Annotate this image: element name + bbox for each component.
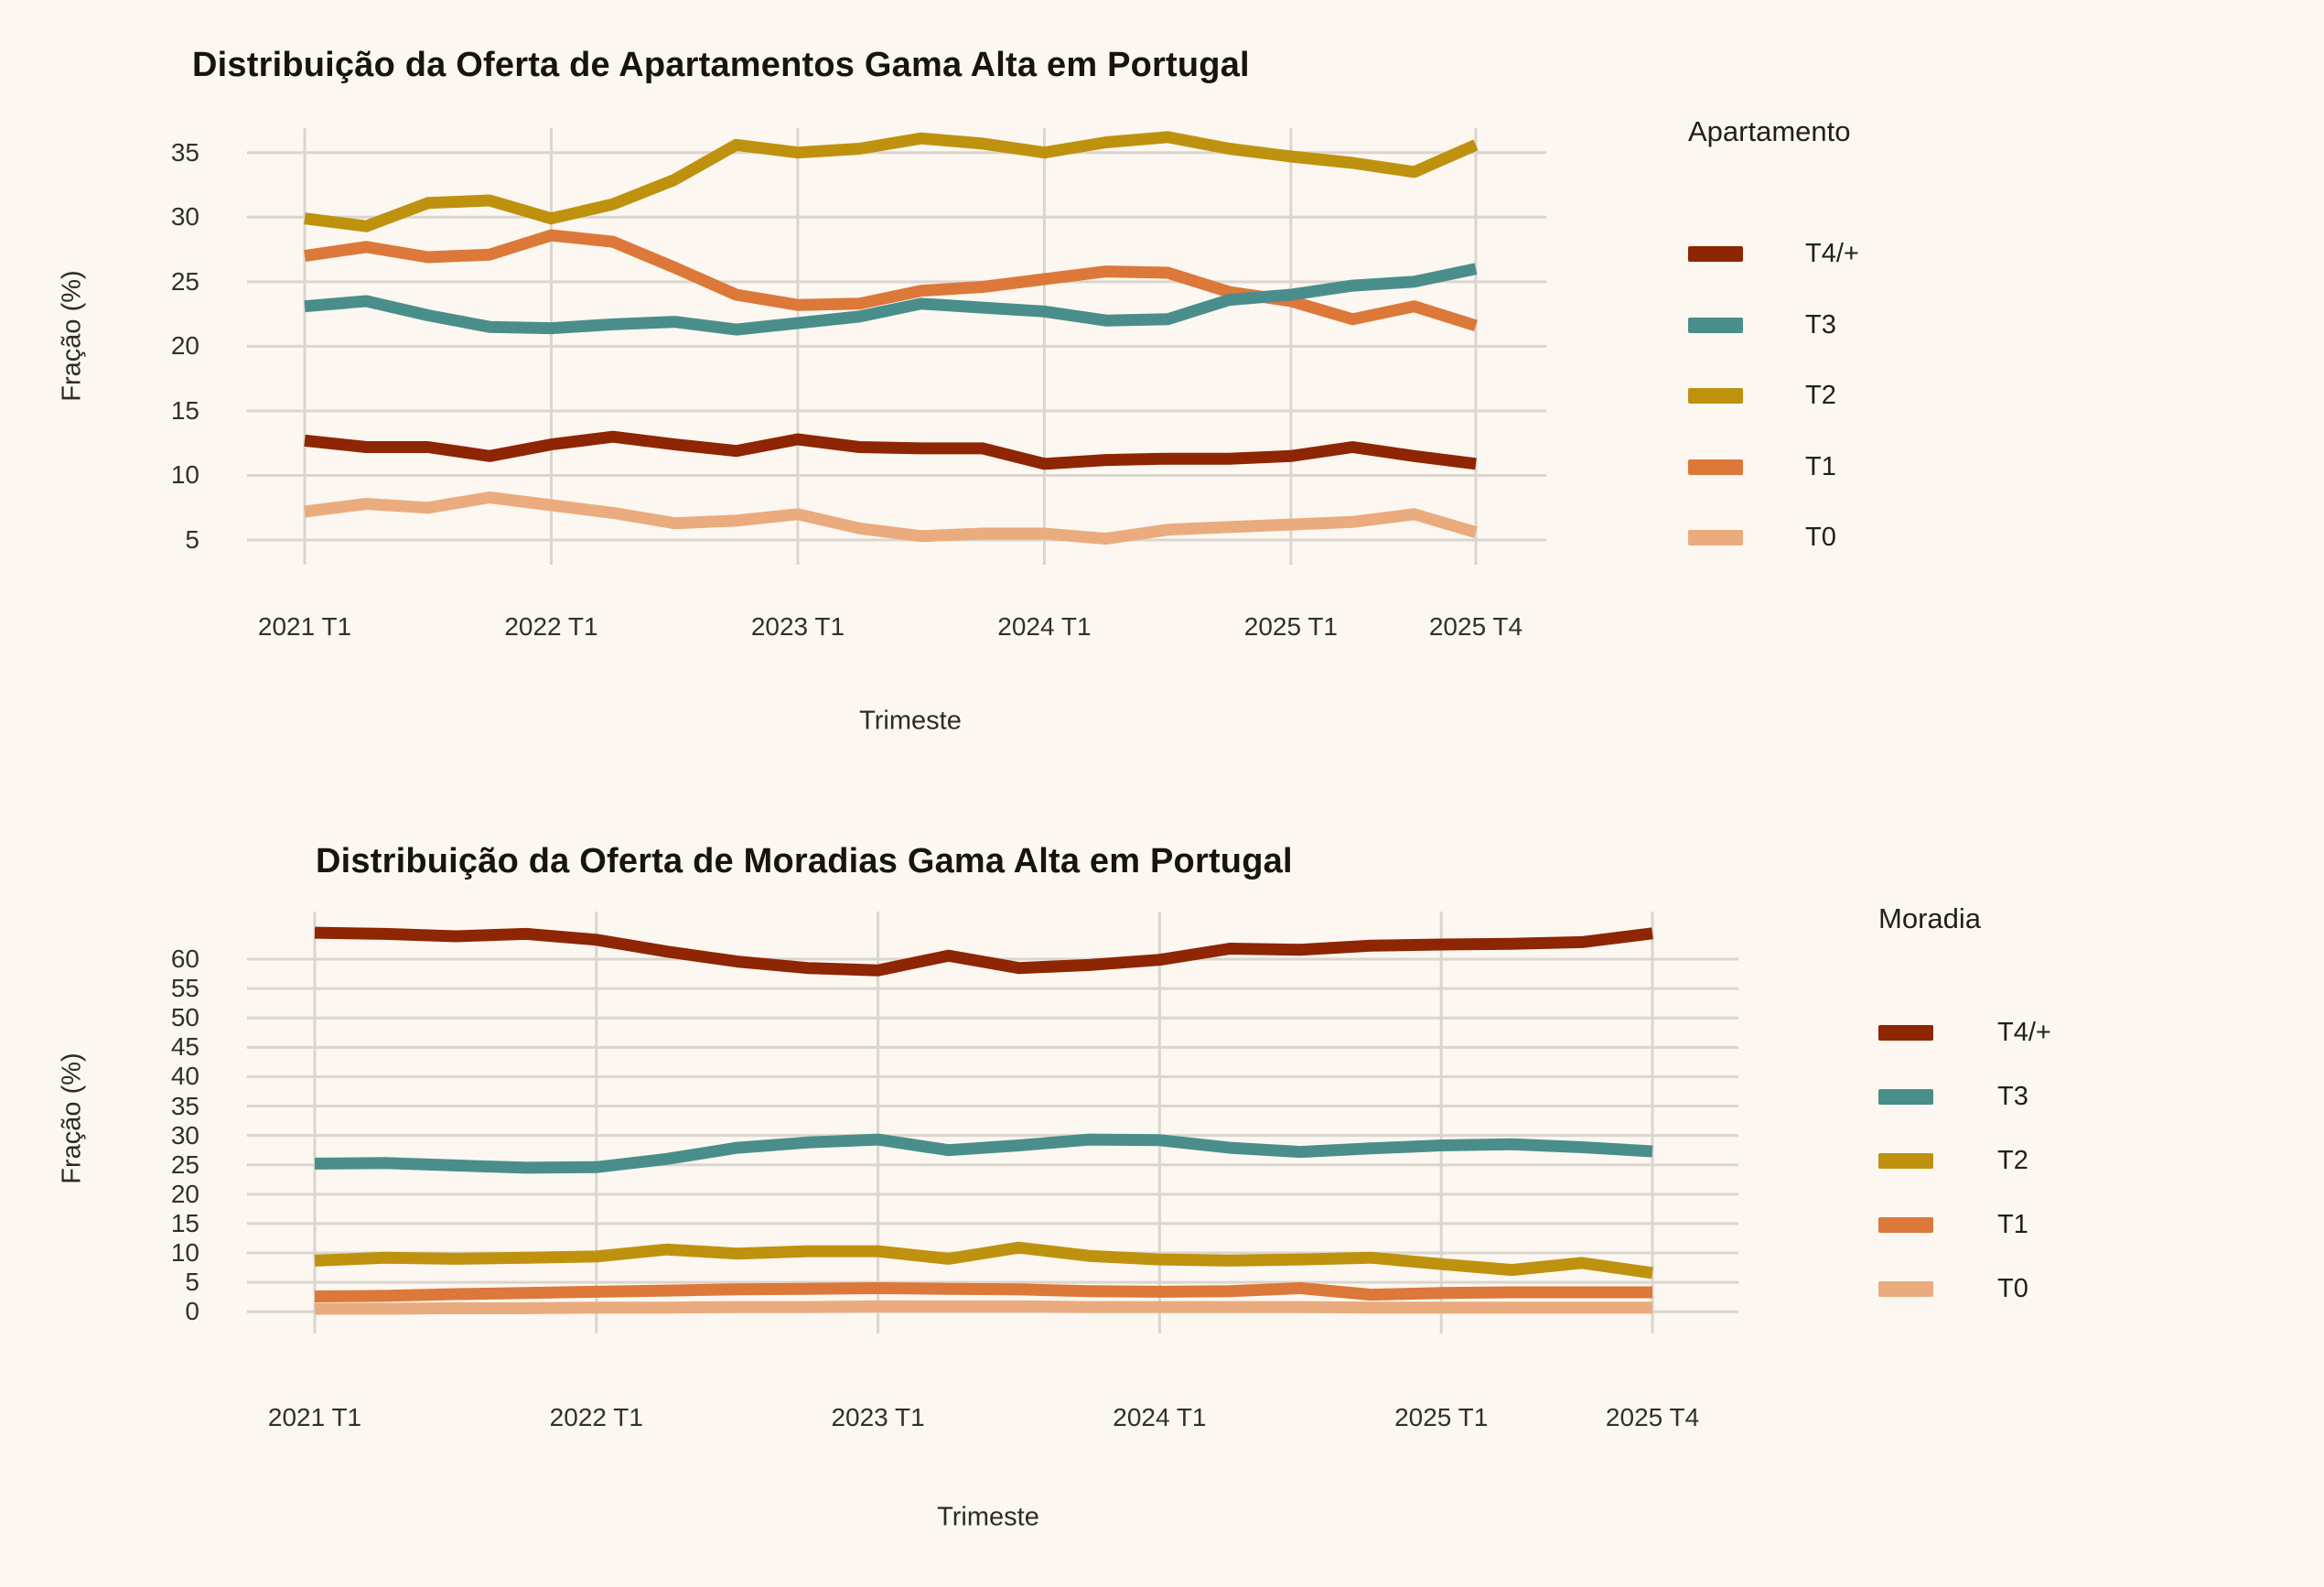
- y-tick-label: 10: [170, 1238, 199, 1268]
- y-tick-label: 20: [170, 331, 199, 361]
- apartments-legend-title: Apartamento: [1688, 115, 1851, 147]
- y-tick-label: 25: [170, 266, 199, 296]
- series-line-t1: [314, 1282, 1652, 1302]
- legend-label: T3: [1997, 1082, 2028, 1111]
- legend-swatch-t3: [1878, 1089, 1933, 1105]
- houses-x-axis-label: Trimeste: [937, 1502, 1039, 1532]
- y-tick-label: 35: [170, 137, 199, 167]
- series-line-t2: [304, 131, 1479, 232]
- legend-swatch-t1: [1878, 1217, 1933, 1233]
- legend-swatch-t2: [1688, 388, 1743, 404]
- x-tick-label: 2025 T4: [1428, 612, 1523, 641]
- plot-svg-0: [247, 128, 1546, 565]
- series-line-t3: [314, 1133, 1653, 1174]
- x-tick-label: 2023 T1: [831, 1403, 925, 1431]
- y-tick-label: 40: [170, 1062, 199, 1091]
- legend-swatch-t0: [1878, 1281, 1933, 1297]
- x-tick-label: 2021 T1: [257, 612, 352, 641]
- y-tick-label: 35: [170, 1091, 199, 1120]
- houses-y-axis-label: Fração (%): [57, 1053, 87, 1184]
- y-tick-label: 20: [170, 1179, 199, 1208]
- y-tick-label: 10: [170, 460, 199, 490]
- y-tick-label: 30: [170, 1120, 199, 1150]
- x-tick-label: 2023 T1: [750, 612, 845, 641]
- series-line-t4plus: [304, 430, 1477, 470]
- apartments-y-axis-label: Fração (%): [57, 270, 87, 402]
- legend-swatch-t1: [1688, 459, 1743, 475]
- legend-swatch-t4plus: [1688, 246, 1743, 262]
- series-line-t3: [304, 263, 1478, 336]
- y-tick-label: 15: [170, 395, 199, 425]
- y-tick-label: 25: [170, 1150, 199, 1179]
- houses-chart-title: Distribuição da Oferta de Moradias Gama …: [316, 842, 1293, 880]
- y-tick-label: 55: [170, 974, 199, 1003]
- apartments-chart-title: Distribuição da Oferta de Apartamentos G…: [192, 46, 1250, 84]
- y-tick-label: 45: [170, 1032, 199, 1062]
- legend-label: T4/+: [1997, 1018, 2051, 1047]
- x-tick-label: 2022 T1: [504, 612, 598, 641]
- y-tick-label: 50: [170, 1003, 199, 1032]
- legend-label: T2: [1805, 381, 1836, 410]
- legend-label: T4/+: [1805, 239, 1859, 268]
- apartments-x-axis-label: Trimeste: [859, 706, 962, 736]
- x-tick-label: 2021 T1: [267, 1403, 362, 1431]
- y-tick-label: 0: [185, 1297, 199, 1326]
- series-line-t0: [315, 1300, 1652, 1315]
- y-tick-label: 30: [170, 202, 199, 232]
- legend-label: T0: [1997, 1274, 2028, 1303]
- y-tick-label: 5: [185, 525, 199, 555]
- series-line-t2: [314, 1241, 1653, 1279]
- series-line-t4plus: [314, 926, 1653, 977]
- x-tick-label: 2022 T1: [549, 1403, 643, 1431]
- x-tick-label: 2025 T1: [1394, 1403, 1489, 1431]
- x-tick-label: 2025 T4: [1605, 1403, 1700, 1431]
- y-tick-label: 60: [170, 945, 199, 974]
- legend-swatch-t4plus: [1878, 1025, 1933, 1041]
- plot-svg-1: [247, 912, 1738, 1333]
- houses-legend-title: Moradia: [1878, 902, 1981, 934]
- legend-swatch-t2: [1878, 1153, 1933, 1169]
- legend-label: T2: [1997, 1146, 2028, 1175]
- series-line-t0: [304, 491, 1478, 545]
- legend-label: T1: [1805, 451, 1836, 481]
- legend-label: T0: [1805, 523, 1836, 552]
- y-tick-label: 15: [170, 1208, 199, 1237]
- legend-label: T3: [1805, 309, 1836, 340]
- x-tick-label: 2025 T1: [1243, 612, 1338, 641]
- x-tick-label: 2024 T1: [1113, 1403, 1207, 1431]
- x-tick-label: 2024 T1: [997, 612, 1092, 641]
- legend-swatch-t0: [1688, 530, 1743, 545]
- y-tick-label: 5: [185, 1268, 199, 1297]
- legend-label: T1: [1997, 1210, 2028, 1239]
- legend-swatch-t3: [1688, 317, 1743, 333]
